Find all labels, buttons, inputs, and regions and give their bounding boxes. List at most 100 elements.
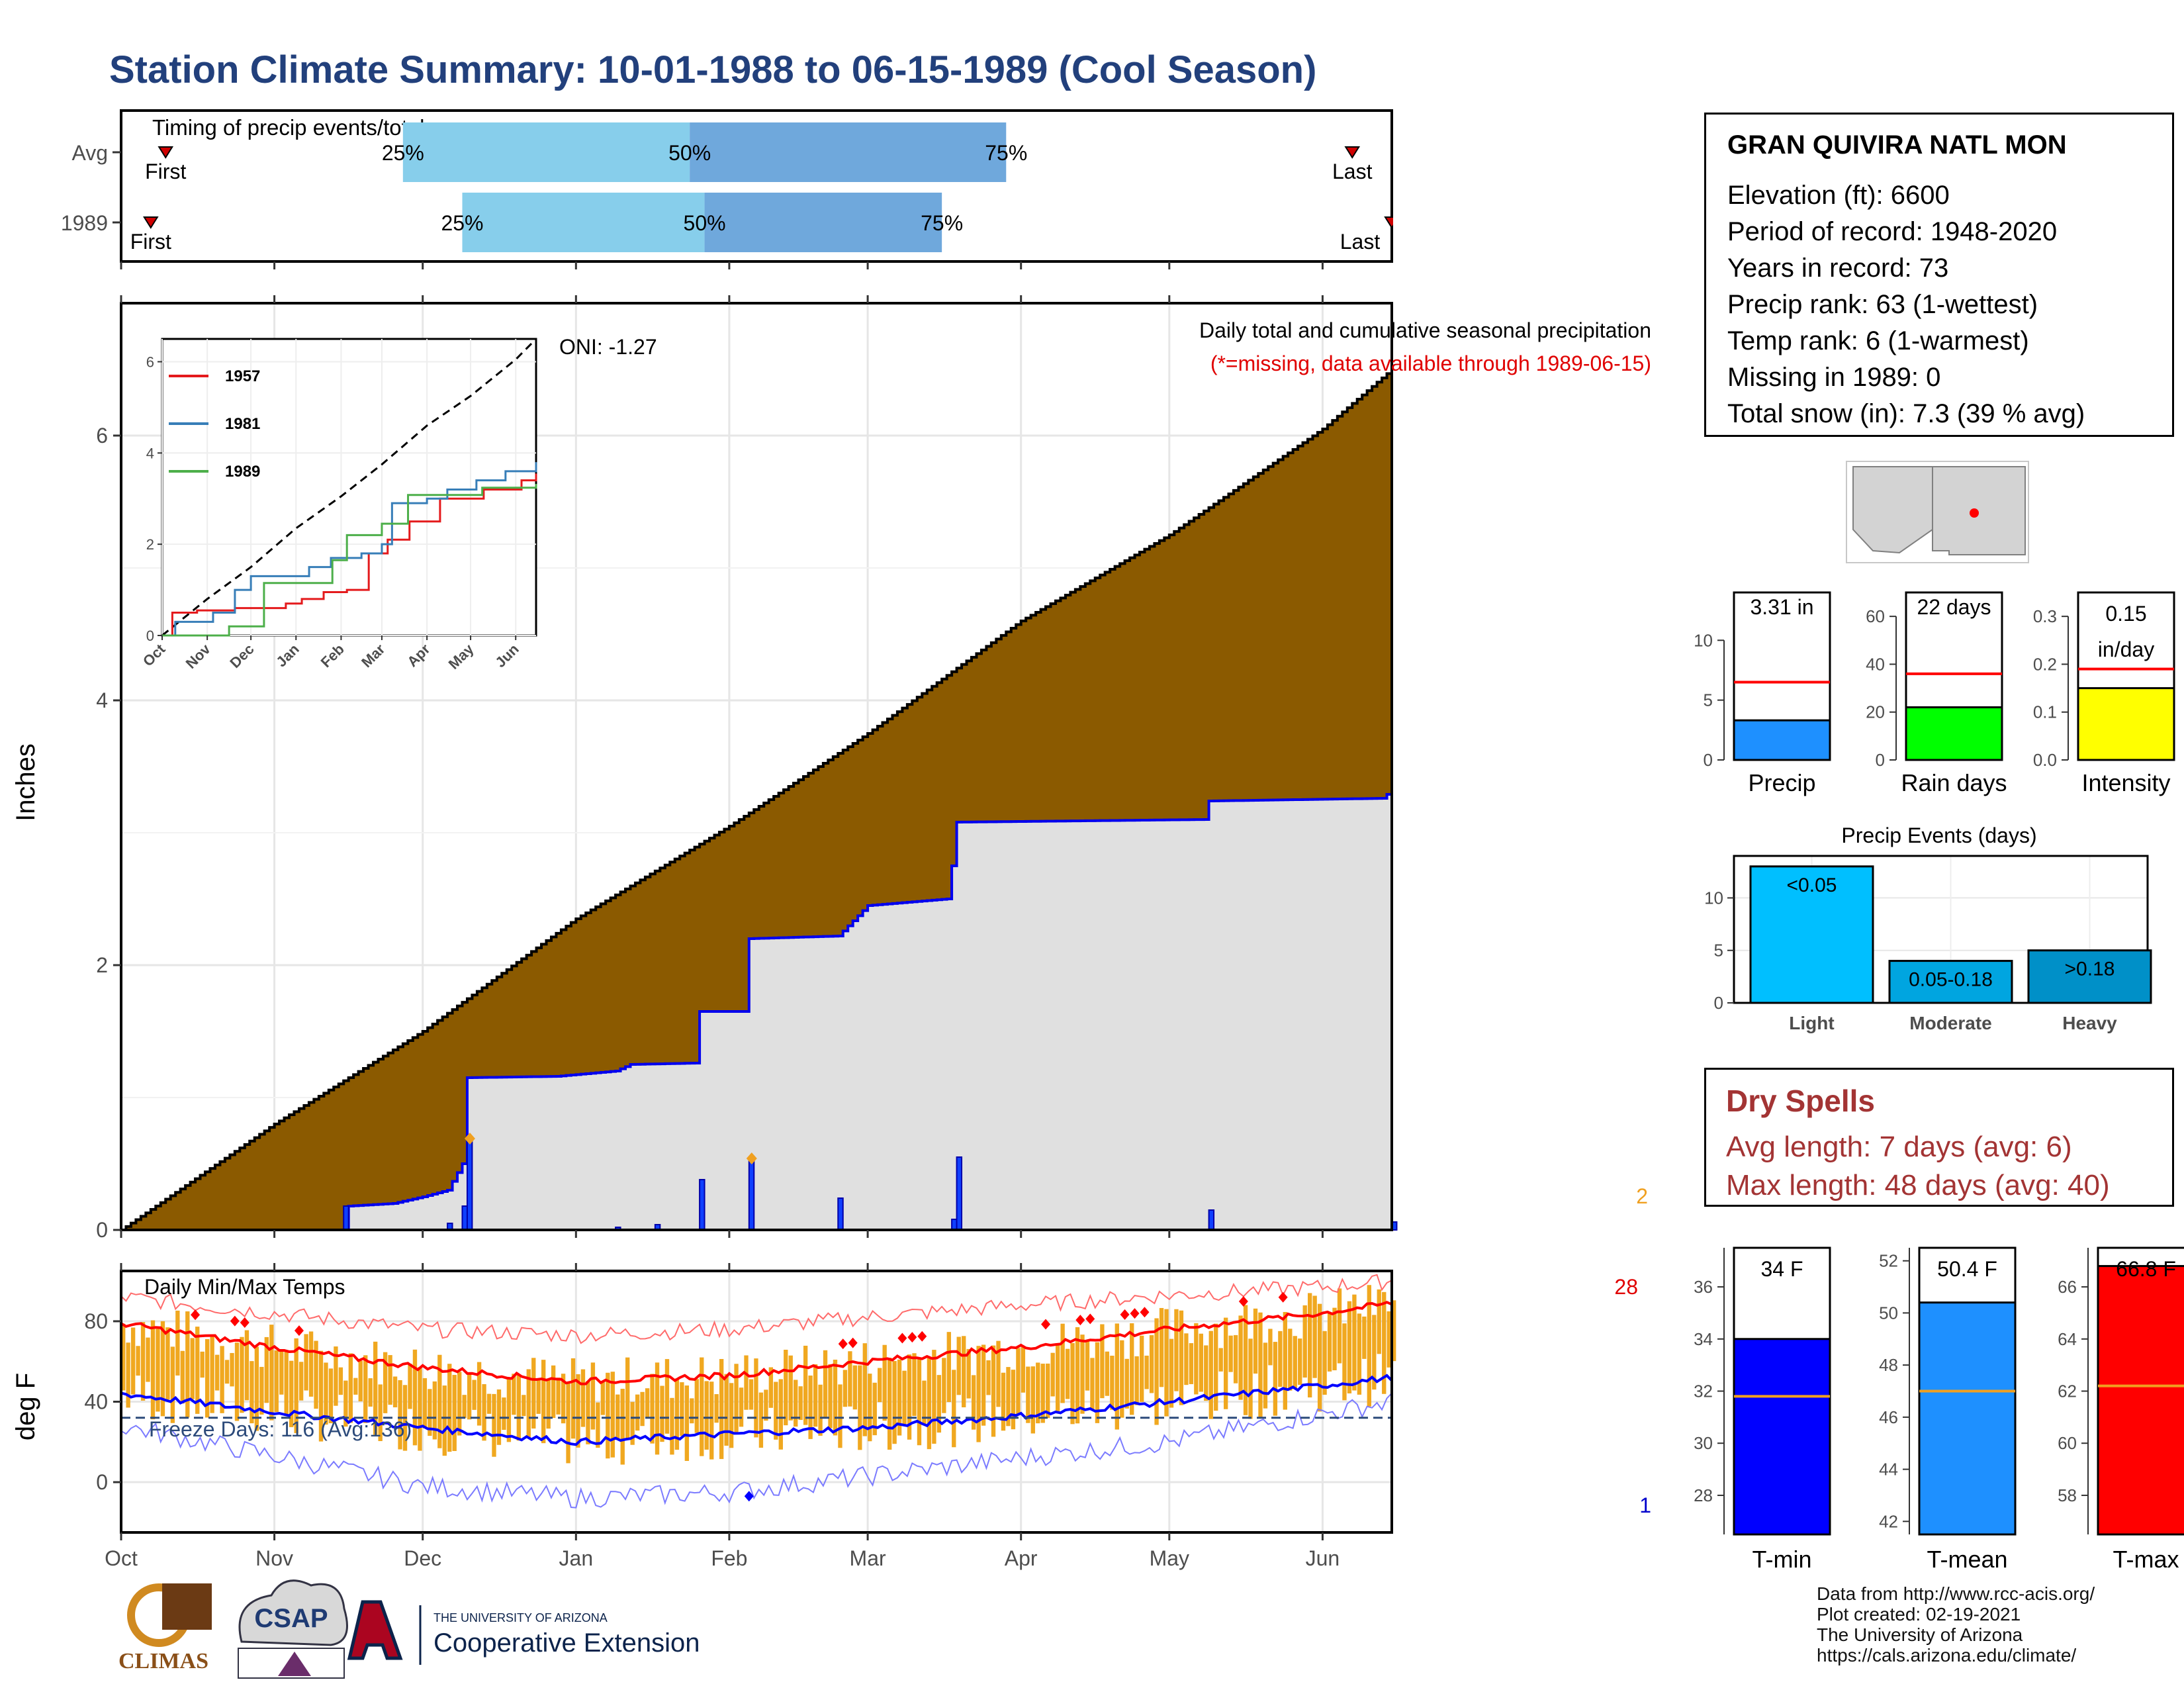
events-tick-label: 10 <box>1704 888 1723 908</box>
daily-temp-bar <box>620 1388 625 1465</box>
daily-temp-bar <box>492 1393 496 1457</box>
freeze-days: Freeze Days: 116 (Avg:136) <box>149 1417 412 1441</box>
minibar-tick-label: 0 <box>1876 750 1885 770</box>
precip-panel: 0 2 4 6 Inches ONI: -1.27 Daily total and c… <box>11 295 1651 1242</box>
daily-temp-bar <box>709 1382 714 1460</box>
daily-temp-bar <box>813 1364 818 1427</box>
temp-x-tick-label: Nov <box>255 1546 293 1570</box>
daily-temp-bar <box>774 1382 778 1440</box>
inset-series-line <box>162 484 537 637</box>
timing-heading: Timing of precip events/totals <box>152 115 435 140</box>
y-tick-label: 0 <box>96 1218 108 1242</box>
daily-temp-bar <box>150 1320 156 1420</box>
ua-a-icon <box>347 1600 403 1660</box>
daily-temp-bar <box>318 1350 324 1442</box>
daily-temp-bar <box>680 1382 684 1436</box>
daily-temp-bar <box>580 1369 586 1427</box>
daily-temp-bar <box>1208 1331 1213 1419</box>
daily-temp-bar <box>912 1353 917 1416</box>
daily-temp-bar <box>1342 1323 1347 1401</box>
timing-bar-50-75 <box>704 193 942 252</box>
inset-y-tick-label: 0 <box>146 628 154 644</box>
daily-temp-bar <box>907 1354 912 1440</box>
daily-precip-bar <box>748 1156 755 1231</box>
daily-temp-bar <box>536 1380 541 1414</box>
daily-temp-bar <box>214 1354 220 1391</box>
daily-temp-bar <box>482 1384 486 1441</box>
university-logo: THE UNIVERSITY OF ARIZONA Cooperative Ex… <box>347 1600 700 1665</box>
record-high-marker <box>1085 1313 1095 1325</box>
daily-temp-bar <box>165 1327 170 1400</box>
daily-temp-bar <box>1179 1310 1184 1405</box>
daily-temp-bar <box>531 1358 536 1429</box>
events-bar <box>2027 949 2152 1004</box>
daily-precip-bar <box>1208 1209 1215 1231</box>
timing-edge-mask <box>1393 113 1433 261</box>
daily-temp-bar <box>368 1378 373 1407</box>
daily-temp-bar <box>927 1358 932 1450</box>
daily-temp-bar <box>719 1358 724 1460</box>
station-years: Years in record: 73 <box>1727 254 1949 283</box>
daily-precip-bar <box>956 1156 963 1231</box>
tempbar-value-label: 50.4 F <box>1937 1257 1997 1281</box>
daily-temp-bar <box>936 1375 942 1433</box>
daily-temp-bar <box>1228 1335 1233 1372</box>
daily-temp-bar <box>1253 1308 1258 1374</box>
y-tick-label: 2 <box>96 953 108 977</box>
last-label: Last <box>1340 230 1381 254</box>
daily-temp-bar <box>1288 1329 1293 1391</box>
daily-temp-bar <box>1258 1312 1263 1419</box>
timing-rows: Avg 25% 50% 75% First Last 1989 25% 50% 75% First L… <box>61 113 1433 269</box>
daily-temp-bar <box>437 1354 442 1448</box>
y-tick-label: 4 <box>96 688 108 712</box>
daily-temp-bar <box>1070 1342 1075 1425</box>
climas-wordmark: CLIMAS <box>118 1649 208 1673</box>
inset-y-tick-label: 6 <box>146 353 154 370</box>
tempbar-tick-label: 44 <box>1879 1460 1898 1479</box>
record-high-marker <box>1041 1319 1051 1330</box>
daily-temp-bar <box>541 1360 546 1444</box>
daily-temp-bar <box>1243 1305 1248 1415</box>
daily-temp-bar <box>136 1346 140 1376</box>
daily-temp-bar <box>457 1372 462 1436</box>
record-low-count: 1 <box>1639 1493 1651 1517</box>
daily-temp-bar <box>1006 1367 1011 1427</box>
daily-temp-bar <box>378 1384 383 1442</box>
daily-temp-bar <box>1130 1323 1134 1415</box>
average-high-line <box>120 1301 1392 1385</box>
minibar-label: Intensity <box>2081 769 2170 796</box>
events-bar <box>1749 865 1874 1004</box>
daily-temp-bar <box>1194 1323 1199 1395</box>
daily-temp-bar <box>146 1337 150 1382</box>
minibar-tick-label: 0.2 <box>2033 654 2057 674</box>
daily-temp-bar <box>664 1359 670 1434</box>
minibar-tick-label: 0.3 <box>2033 606 2057 626</box>
tempbar-tick-label: 66 <box>2058 1277 2077 1297</box>
daily-temp-bar <box>130 1327 136 1395</box>
events-bar-label: 0.05-0.18 <box>1909 969 1993 991</box>
daily-temp-bar <box>1120 1340 1124 1418</box>
snow-marker <box>746 1152 757 1164</box>
daily-temp-bar <box>284 1351 289 1417</box>
precip-axes: 0 2 4 6 <box>96 295 1324 1242</box>
daily-temp-bar <box>838 1384 842 1448</box>
year-cumulative-area <box>121 790 1393 1231</box>
daily-temp-bar <box>882 1344 887 1421</box>
daily-temp-bar <box>868 1374 872 1442</box>
timing-panel: Timing of precip events/totals Avg 25% 50%… <box>61 109 1433 269</box>
daily-temp-bar <box>833 1360 838 1436</box>
daily-temp-bar <box>512 1374 516 1415</box>
daily-temp-bar <box>872 1382 877 1436</box>
daily-temp-bar <box>244 1330 250 1401</box>
daily-temp-bar <box>259 1366 264 1415</box>
summary-bars: 0 5 10 3.31 in Precip 0 20 40 60 22 days Rain days… <box>1694 591 2175 796</box>
daily-temp-bar <box>1184 1333 1189 1385</box>
minibar-value-label: 3.31 in <box>1750 595 1813 619</box>
daily-temp-bar <box>996 1340 1001 1407</box>
daily-temp-bar <box>234 1342 240 1421</box>
first-event-marker <box>158 146 174 159</box>
temp-y-tick-label: 40 <box>84 1390 108 1414</box>
daily-temp-bar <box>1392 1300 1396 1362</box>
inset-legend-label: 1989 <box>225 463 260 481</box>
